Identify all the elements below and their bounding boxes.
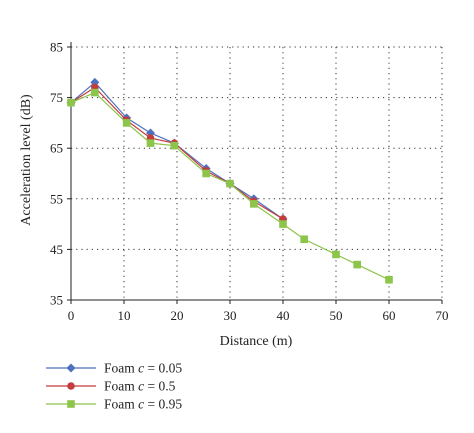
data-point-square (202, 169, 210, 178)
data-point-diamond (66, 363, 76, 373)
legend-label: Foam c = 0.95 (104, 397, 182, 412)
x-tick-label: 0 (68, 308, 75, 323)
data-point-square (353, 260, 361, 269)
x-tick-label: 30 (224, 308, 237, 323)
y-tick-label: 45 (50, 242, 63, 257)
y-tick-label: 75 (50, 90, 63, 105)
x-tick-labels: 0 10 20 30 40 50 60 70 (68, 308, 449, 323)
series-3 (67, 88, 393, 284)
legend-item: Foam c = 0.05 (46, 361, 182, 376)
data-point-square (122, 119, 131, 127)
y-axis-label: Acceleration level (dB) (19, 94, 34, 226)
legend-label: Foam c = 0.5 (104, 379, 176, 394)
x-tick-label: 10 (118, 308, 131, 323)
legend-label: Foam c = 0.05 (104, 361, 182, 376)
data-point-square (250, 200, 258, 208)
axes (67, 42, 443, 304)
legend: Foam c = 0.05 Foam c = 0.5 Foam c = 0.95 (46, 361, 182, 412)
data-point-circle (67, 382, 75, 390)
y-tick-label: 65 (50, 141, 63, 156)
y-tick-labels: 35 45 55 65 75 85 (50, 40, 63, 308)
data-point-square (170, 141, 179, 150)
grid-lines (71, 46, 443, 300)
x-tick-label: 40 (277, 308, 290, 323)
x-axis-label: Distance (m) (220, 334, 293, 349)
data-point-square (279, 220, 287, 228)
legend-item: Foam c = 0.5 (46, 379, 176, 394)
x-tick-label: 70 (436, 308, 449, 323)
data-point-square (146, 139, 155, 147)
y-tick-label: 85 (50, 40, 63, 55)
x-tick-label: 60 (383, 308, 396, 323)
data-point-square (300, 235, 308, 244)
data-point-square (385, 275, 393, 284)
data-point-square (67, 98, 75, 107)
data-point-square (226, 179, 234, 188)
data-point-square (332, 250, 340, 259)
x-tick-label: 50 (330, 308, 343, 323)
legend-item: Foam c = 0.95 (46, 397, 182, 412)
data-point-square (67, 400, 75, 408)
series-layer (66, 77, 393, 284)
y-tick-label: 35 (50, 293, 63, 308)
x-tick-label: 20 (171, 308, 184, 323)
y-tick-label: 55 (50, 191, 63, 206)
data-point-square (91, 88, 99, 97)
